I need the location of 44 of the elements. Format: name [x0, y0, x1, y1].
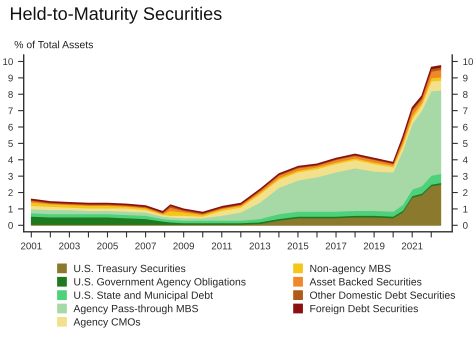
x-tick-label: 2003	[59, 242, 80, 250]
x-tick-label: 2011	[212, 242, 232, 250]
legend-label: Agency CMOs	[73, 318, 140, 328]
y-tick-label: 0	[8, 222, 13, 229]
legend-label: Agency Pass-through MBS	[73, 304, 198, 314]
y2-tick-label: 6	[463, 124, 468, 131]
y2-tick-label: 0	[462, 222, 468, 229]
legend-label: U.S. State and Municipal Debt	[74, 291, 213, 301]
x-tick-label: 2009	[173, 242, 194, 250]
y-tick-label: 10	[3, 58, 13, 66]
chart-title: Held-to-Maturity Securities	[10, 6, 222, 24]
x-tick-label: 2021	[402, 242, 423, 250]
x-tick-label: 2017	[326, 242, 346, 250]
y2-tick-label: 3	[462, 172, 468, 180]
legend-label: U.S. Government Agency Obligations	[74, 278, 246, 288]
y-tick-label: 4	[8, 156, 13, 164]
y-tick-label: 2	[8, 189, 13, 196]
x-tick-label: 2005	[97, 242, 118, 250]
y-tick-label: 9	[8, 74, 13, 82]
y-tick-label: 6	[8, 124, 13, 131]
y-tick-label: 3	[8, 172, 13, 180]
y2-tick-label: 8	[463, 90, 468, 98]
x-tick-label: 2019	[364, 242, 384, 250]
legend-label: Foreign Debt Securities	[310, 304, 418, 314]
y2-tick-label: 5	[463, 140, 468, 148]
x-tick-label: 2013	[250, 242, 270, 250]
legend-label: Asset Backed Securities	[310, 278, 422, 286]
y2-tick-label: 4	[462, 156, 468, 164]
legend-label: Non-agency MBS	[310, 264, 391, 274]
y-axis-title: % of Total Assets	[14, 40, 93, 48]
x-tick-label: 2007	[135, 242, 156, 250]
y-tick-label: 5	[8, 140, 13, 148]
legend-label: Other Domestic Debt Securities	[310, 291, 456, 299]
y2-tick-label: 9	[463, 74, 468, 82]
y2-tick-label: 2	[463, 189, 468, 196]
y-tick-label: 7	[8, 107, 13, 114]
y2-tick-label: 7	[463, 107, 468, 114]
y-tick-label: 1	[8, 206, 13, 212]
y-tick-label: 8	[8, 90, 13, 98]
y2-tick-label: 1	[463, 206, 468, 212]
x-tick-label: 2015	[288, 242, 308, 250]
legend-label: U.S. Treasury Securities	[74, 264, 186, 274]
x-tick-label: 2001	[20, 242, 42, 250]
y2-tick-label: 10	[463, 58, 474, 66]
